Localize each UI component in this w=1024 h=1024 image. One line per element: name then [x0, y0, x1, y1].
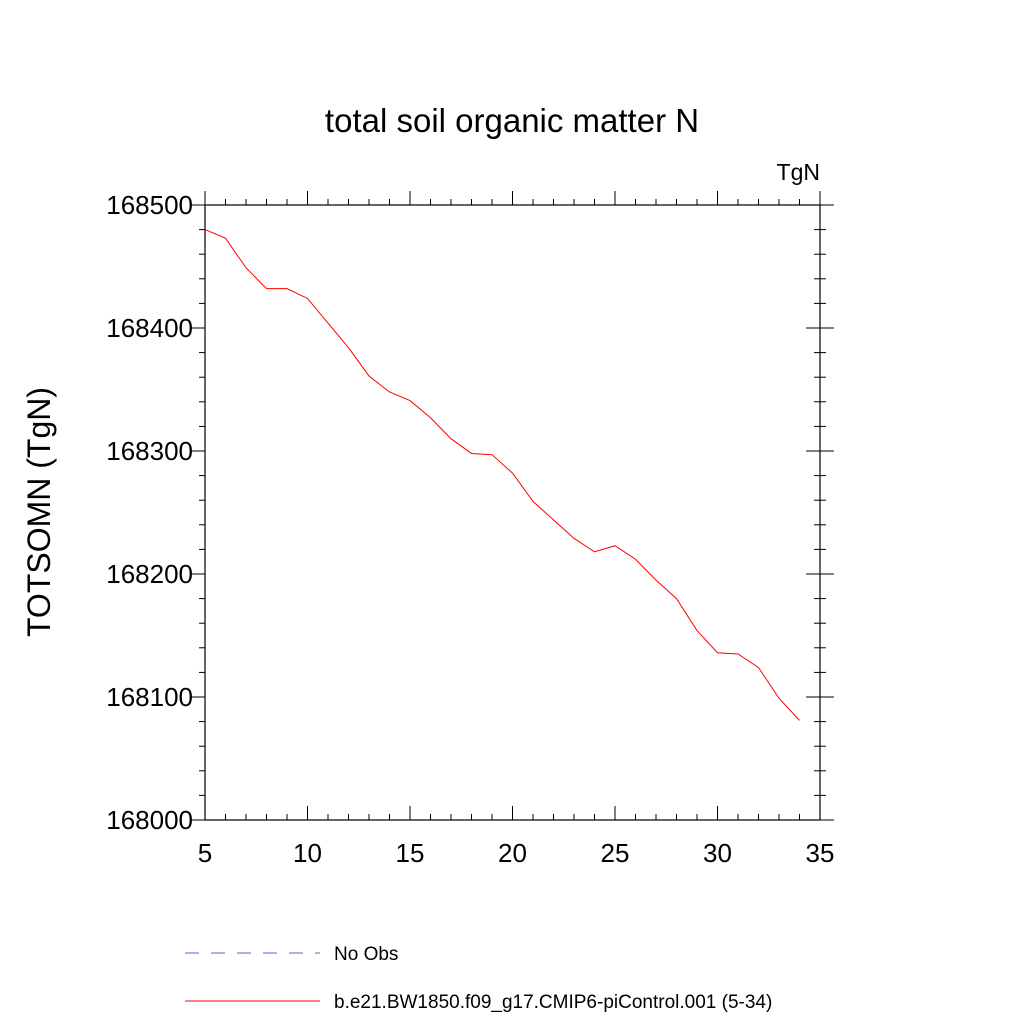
- y-tick-label: 168500: [106, 190, 193, 220]
- x-tick-label: 10: [293, 838, 322, 868]
- units-label: TgN: [777, 159, 820, 185]
- y-tick-label: 168000: [106, 805, 193, 835]
- legend-label-series: b.e21.BW1850.f09_g17.CMIP6-piControl.001…: [334, 992, 772, 1013]
- x-tick-label: 25: [601, 838, 630, 868]
- plot-frame: [204, 204, 821, 821]
- series-line: [204, 229, 800, 721]
- y-tick-label: 168200: [106, 559, 193, 589]
- y-tick-label: 168100: [106, 682, 193, 712]
- chart-title: total soil organic matter N: [325, 102, 699, 139]
- x-tick-label: 35: [806, 838, 835, 868]
- x-tick-label: 30: [703, 838, 732, 868]
- x-tick-label: 15: [396, 838, 425, 868]
- x-tick-label: 20: [498, 838, 527, 868]
- legend: No Obs b.e21.BW1850.f09_g17.CMIP6-piCont…: [185, 944, 772, 1013]
- y-tick-label: 168400: [106, 313, 193, 343]
- y-tick-label: 168300: [106, 436, 193, 466]
- legend-label-no-obs: No Obs: [334, 944, 398, 965]
- series-layer: [204, 229, 800, 721]
- axis-tick-labels: 5 10 15 20 25 30 35 168000 168100 168200 168300 168…: [106, 190, 834, 868]
- x-tick-label: 5: [198, 838, 212, 868]
- y-axis-label: TOTSOMN (TgN): [21, 387, 57, 637]
- axis-ticks: [191, 191, 834, 821]
